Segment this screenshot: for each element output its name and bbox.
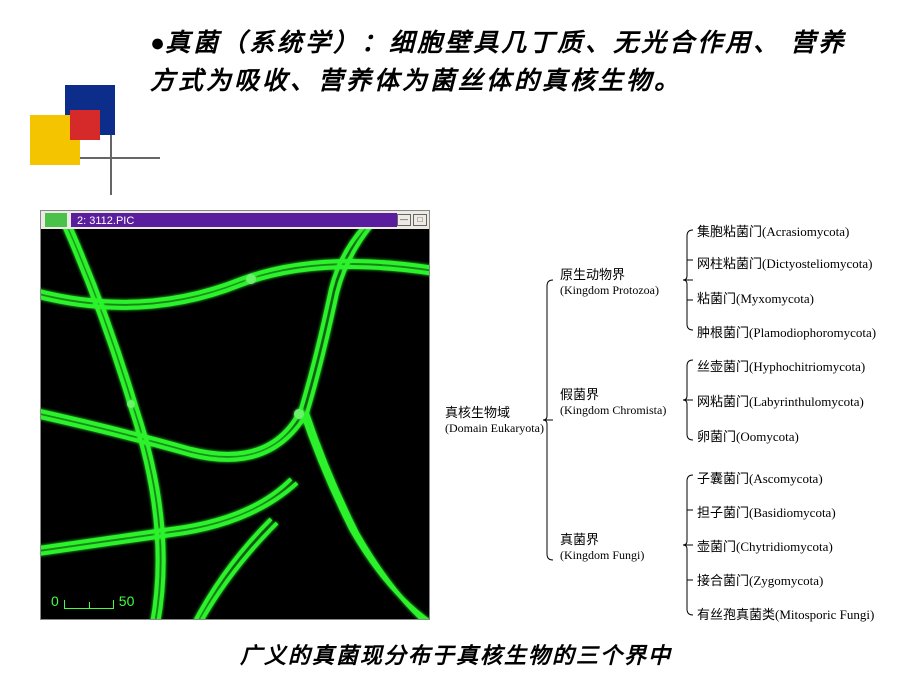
phylum-8: 担子菌门(Basidiomycota): [697, 505, 836, 521]
scale-fifty: 50: [119, 593, 135, 609]
kingdom-fungi: 真菌界 (Kingdom Fungi): [560, 532, 644, 562]
window-titlebar: 2: 3112.PIC ― □: [41, 211, 429, 229]
phylum-6: 卵菌门(Oomycota): [697, 429, 799, 445]
microscope-window: 2: 3112.PIC ― □: [40, 210, 430, 620]
root-cn: 真核生物域: [445, 405, 510, 420]
scale-zero: 0: [51, 593, 59, 609]
scale-bar: 0 50: [51, 593, 134, 609]
corner-decoration: [30, 85, 140, 195]
footer-text: 广义的真菌现分布于真核生物的三个界中: [240, 638, 672, 670]
phylum-4: 丝壶菌门(Hyphochitriomycota): [697, 359, 865, 375]
phylum-1: 网柱粘菌门(Dictyosteliomycota): [697, 256, 872, 272]
phylum-7: 子囊菌门(Ascomycota): [697, 471, 823, 487]
phylum-3: 肿根菌门(Plamodiophoromycota): [697, 325, 876, 341]
title-content: 真菌（系统学）：细胞壁具几丁质、无光合作用、 营养方式为吸收、营养体为菌丝体的真…: [150, 30, 846, 95]
title-text: ●真菌（系统学）：细胞壁具几丁质、无光合作用、 营养方式为吸收、营养体为菌丝体的…: [150, 25, 850, 100]
window-title: 2: 3112.PIC: [71, 213, 397, 227]
maximize-button[interactable]: □: [413, 214, 427, 226]
title-bullet: ●: [150, 30, 165, 57]
minimize-button[interactable]: ―: [397, 214, 411, 226]
root-en: (Domain Eukaryota): [445, 421, 544, 435]
phylum-9: 壶菌门(Chytridiomycota): [697, 539, 833, 555]
fluorescence-image: 0 50: [41, 229, 429, 619]
deco-red-square: [70, 110, 100, 140]
window-icon: [45, 213, 67, 227]
kingdom-protozoa: 原生动物界 (Kingdom Protozoa): [560, 267, 659, 297]
phylum-5: 网粘菌门(Labyrinthulomycota): [697, 394, 864, 410]
phylum-11: 有丝孢真菌类(Mitosporic Fungi): [697, 607, 874, 623]
phylum-0: 集胞粘菌门(Acrasiomycota): [697, 224, 849, 240]
kingdom-chromista: 假菌界 (Kingdom Chromista): [560, 387, 666, 417]
phylum-2: 粘菌门(Myxomycota): [697, 291, 814, 307]
phylum-10: 接合菌门(Zygomycota): [697, 573, 823, 589]
taxonomy-root: 真核生物域 (Domain Eukaryota): [445, 405, 544, 435]
